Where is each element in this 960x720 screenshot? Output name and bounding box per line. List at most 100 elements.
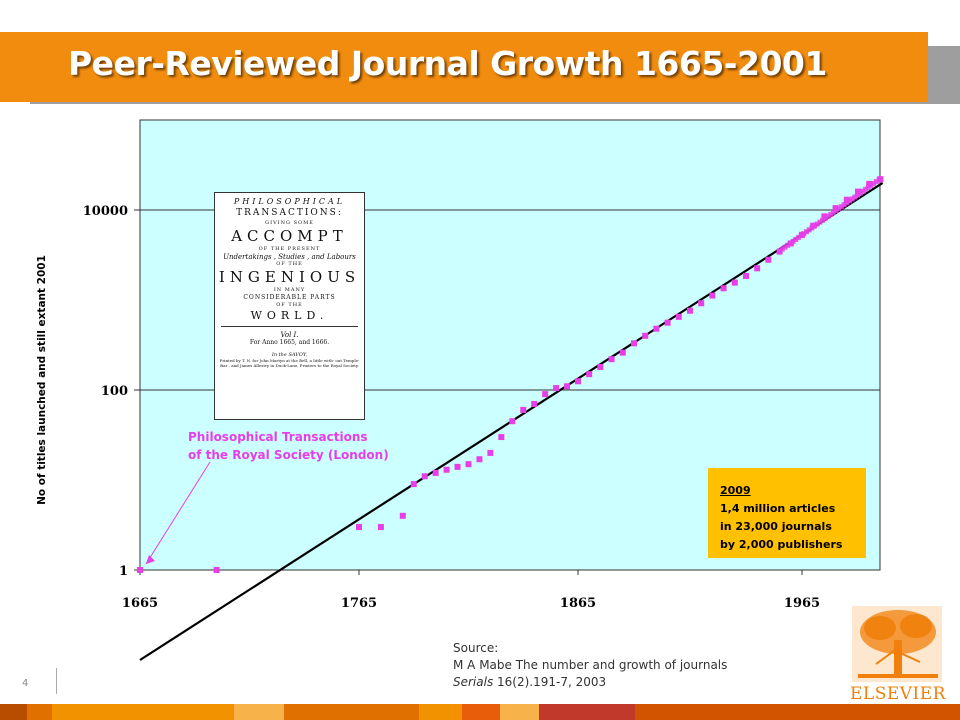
data-point bbox=[597, 364, 604, 371]
data-point bbox=[765, 256, 772, 263]
data-point bbox=[790, 238, 796, 244]
y-axis-label: No of titles launched and still extant 2… bbox=[36, 255, 48, 505]
data-point bbox=[782, 244, 788, 250]
scan-line: PHILOSOPHICAL bbox=[233, 197, 346, 206]
annotation-line-2: of the Royal Society (London) bbox=[188, 448, 389, 462]
data-point bbox=[432, 469, 439, 476]
data-point bbox=[822, 215, 828, 221]
page-number-divider bbox=[56, 668, 57, 694]
scan-line: CONSIDERABLE PARTS bbox=[243, 294, 336, 301]
philosophical-transactions-annotation: Philosophical Transactions of the Royal … bbox=[188, 428, 389, 464]
data-point bbox=[754, 265, 761, 272]
footer-segment bbox=[461, 704, 501, 720]
data-point bbox=[801, 231, 807, 237]
data-point bbox=[698, 300, 705, 307]
data-point bbox=[795, 235, 801, 241]
scan-line: GIVING SOME bbox=[265, 220, 314, 226]
info-box-2009: 2009 1,4 million articles in 23,000 jour… bbox=[708, 468, 866, 558]
title-bar bbox=[0, 32, 928, 102]
footer-segment bbox=[0, 704, 27, 720]
data-point bbox=[454, 463, 461, 470]
data-point bbox=[798, 233, 804, 239]
data-point bbox=[743, 272, 749, 279]
source-journal: Serials bbox=[453, 675, 494, 689]
y-tick-label: 1 bbox=[119, 564, 128, 579]
info-box-line: 1,4 million articles bbox=[720, 502, 836, 515]
data-point bbox=[825, 213, 831, 219]
data-point bbox=[498, 434, 505, 441]
data-point bbox=[838, 204, 844, 210]
data-point bbox=[873, 179, 879, 185]
data-point bbox=[720, 285, 727, 292]
data-point bbox=[787, 240, 793, 246]
info-box-line: by 2,000 publishers bbox=[720, 538, 843, 551]
data-point bbox=[817, 219, 823, 225]
source-line-2: Serials 16(2).191-7, 2003 bbox=[453, 674, 727, 691]
data-point bbox=[841, 202, 847, 208]
data-point bbox=[814, 221, 820, 227]
data-point bbox=[820, 217, 826, 223]
scan-line: TRANSACTIONS: bbox=[236, 208, 343, 218]
data-point bbox=[137, 567, 143, 573]
data-point bbox=[653, 325, 660, 332]
page-title: Peer-Reviewed Journal Growth 1665-2001 bbox=[68, 44, 827, 83]
scan-line: Vol I. bbox=[280, 331, 299, 339]
data-point bbox=[564, 383, 571, 390]
scan-divider bbox=[221, 326, 358, 327]
data-point bbox=[871, 181, 877, 187]
footer-segment bbox=[500, 704, 539, 720]
x-tick-label: 1665 bbox=[122, 596, 158, 611]
data-point bbox=[876, 177, 882, 183]
data-point bbox=[855, 192, 861, 198]
data-point bbox=[487, 449, 494, 456]
footer-segment bbox=[634, 704, 960, 720]
data-point bbox=[675, 313, 682, 320]
x-tick-label: 1965 bbox=[784, 596, 820, 611]
data-point bbox=[857, 190, 863, 196]
elsevier-tree-logo-icon bbox=[852, 606, 942, 682]
scan-line: In the SAVOY, bbox=[271, 352, 308, 358]
data-point bbox=[865, 184, 871, 190]
footer-segment bbox=[284, 704, 419, 720]
elsevier-logo-text: ELSEVIER bbox=[850, 684, 946, 704]
data-point bbox=[631, 340, 637, 347]
data-point bbox=[852, 194, 858, 200]
data-point bbox=[443, 466, 450, 473]
source-citation: Source: M A Mabe The number and growth o… bbox=[453, 640, 727, 691]
data-point bbox=[664, 319, 671, 326]
scan-line: INGENIOUS bbox=[218, 268, 361, 286]
data-point bbox=[830, 209, 836, 215]
annotation-arrow-line bbox=[145, 461, 211, 565]
data-point bbox=[531, 400, 538, 407]
data-point bbox=[863, 186, 869, 192]
scan-line: WORLD. bbox=[250, 309, 329, 322]
data-point bbox=[836, 206, 842, 212]
data-point bbox=[806, 227, 812, 233]
data-point bbox=[812, 223, 818, 229]
data-point bbox=[868, 182, 874, 188]
data-point bbox=[575, 378, 581, 385]
footer-segment bbox=[418, 704, 462, 720]
y-tick-label: 10000 bbox=[83, 204, 128, 219]
scan-line: IN MANY bbox=[273, 287, 306, 293]
info-box-line: in 23,000 journals bbox=[720, 520, 832, 533]
source-heading: Source: bbox=[453, 641, 499, 655]
footer-segment bbox=[234, 704, 285, 720]
scan-line: OF THE bbox=[276, 261, 303, 267]
data-point bbox=[619, 349, 626, 356]
data-point bbox=[860, 188, 866, 194]
x-tick-label: 1765 bbox=[341, 596, 377, 611]
scan-line: OF THE PRESENT bbox=[258, 246, 321, 252]
info-box-year: 2009 bbox=[720, 484, 751, 497]
footer-segment bbox=[26, 704, 52, 720]
data-point bbox=[421, 473, 428, 480]
x-tick-label: 1865 bbox=[560, 596, 596, 611]
y-tick-label: 100 bbox=[101, 384, 128, 399]
page-number: 4 bbox=[22, 678, 29, 689]
footer-segment bbox=[538, 704, 635, 720]
data-point bbox=[642, 332, 649, 339]
data-point bbox=[833, 208, 839, 214]
data-point bbox=[777, 248, 783, 254]
scan-line: Undertakings , Studies , and Labours bbox=[223, 253, 356, 261]
